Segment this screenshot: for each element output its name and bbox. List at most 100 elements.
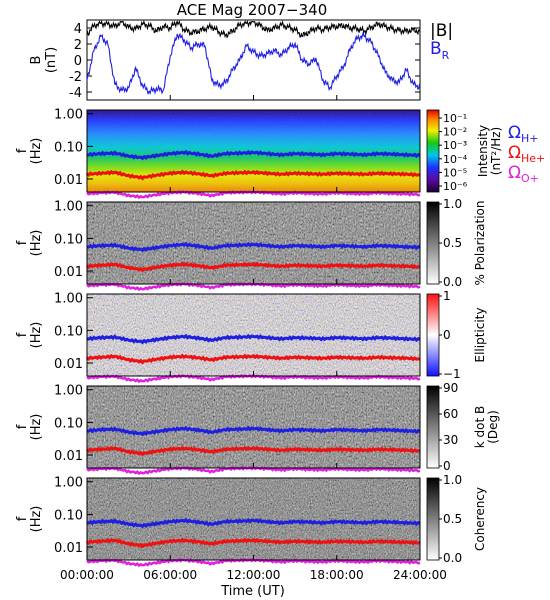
spectrogram-panels: 1.000.100.01f (Hz)10⁻¹10⁻²10⁻³10⁻⁴10⁻⁵10⁻… [15, 108, 503, 568]
colorbar-label: k dot B [473, 406, 487, 448]
spectrogram-texture [87, 110, 420, 192]
spectrogram-panel-5: 1.00 0.10 0.01 f (Hz) 1.0 0.5 0.0 Coherency [15, 473, 487, 568]
colorbar-tick-label: 60 [443, 407, 458, 421]
spectrogram-ytick-label: 1.00 [54, 292, 83, 307]
gyrofrequency-line-h [86, 333, 421, 345]
legend-omega-o: ΩO+ [508, 163, 539, 185]
colorbar-tick-label: 0.5 [443, 236, 462, 250]
colorbar-tick-label: 0 [443, 328, 451, 342]
gyrofrequency-line-h [86, 425, 421, 437]
spectrogram-ytick-label: 0.01 [54, 449, 83, 464]
colorbar-tick-label: 1 [443, 289, 451, 303]
line-ytick-label: 4 [74, 22, 82, 37]
colorbar-tick-label: 10⁻¹ [443, 112, 467, 125]
x-axis-tick-labels: 00:00:00 06:00:00 12:00:00 18:00:00 24:00:00 [60, 95, 447, 582]
gyrofrequency-line-he [86, 537, 421, 549]
spectrogram-ytick-label: 0.10 [54, 232, 83, 247]
spectrogram-ylabel: f [15, 424, 30, 429]
colorbar-tick-label: 0.0 [443, 551, 462, 565]
spectrogram-ylabel: f [15, 332, 30, 337]
line-ytick-label: 0 [74, 54, 82, 69]
legend-omega-he: ΩHe+ [508, 143, 545, 165]
spectrogram-ytick-label: 0.10 [54, 416, 83, 431]
spectrogram-ytick-label: 0.10 [54, 324, 83, 339]
line-panel-series [86, 19, 421, 96]
colorbar [426, 385, 440, 469]
colorbar-tick-label: 10⁻⁴ [443, 153, 468, 166]
colorbar-tick-label: 10⁻³ [443, 139, 467, 152]
line-panel-ylabel: B [29, 56, 44, 65]
legend-b-r: BR [430, 39, 450, 62]
colorbar-tick-label: 90 [443, 381, 458, 395]
x-tick-label: 12:00:00 [227, 568, 281, 582]
spectrogram-ylabel: f [15, 240, 30, 245]
spectrogram-ytick-label: 0.10 [54, 140, 83, 155]
line-panel-yunit: (nT) [44, 47, 59, 73]
line-ytick-label: -2 [69, 70, 82, 85]
spectrogram-yunit: (Hz) [29, 322, 44, 349]
line-ytick-label: 2 [74, 38, 82, 53]
figure-title: ACE Mag 2007−340 [177, 1, 328, 19]
colorbar [426, 109, 440, 193]
spectrogram-texture [87, 478, 420, 560]
colorbar-tick-label: 0.0 [443, 275, 462, 289]
gyrofrequency-legend: ΩH+ ΩHe+ ΩO+ [508, 123, 545, 185]
spectrogram-ytick-label: 1.00 [54, 200, 83, 215]
spectrogram-ytick-label: 1.00 [54, 476, 83, 491]
colorbar [426, 293, 440, 377]
spectrogram-texture [87, 202, 420, 284]
spectrogram-wash [87, 294, 420, 376]
x-axis-label: Time (UT) [220, 584, 285, 599]
gyrofrequency-line-h [86, 149, 421, 161]
spectrogram-ytick-label: 0.01 [54, 173, 83, 188]
spectrogram-yunit: (Hz) [29, 138, 44, 165]
x-tick-label: 24:00:00 [393, 568, 447, 582]
spectrogram-ytick-label: 1.00 [54, 108, 83, 123]
colorbar-tick-label: 30 [443, 433, 458, 447]
legend-b-magnitude: |B| [430, 21, 453, 41]
colorbar-label: Coherency [473, 487, 487, 551]
colorbar-label: Ellipticity [473, 308, 487, 363]
spectrogram-ytick-label: 0.10 [54, 508, 83, 523]
x-tick-label: 18:00:00 [310, 568, 364, 582]
spectrogram-panel-3: 1.00 0.10 0.01 f (Hz) 1 0 −1 Ellipticity [15, 289, 487, 384]
line-panel-frame [86, 19, 421, 101]
colorbar-unit: (nT²/Hz) [489, 127, 503, 175]
gyrofrequency-line-he [86, 353, 421, 365]
colorbar-tick-label: −1 [443, 367, 461, 381]
colorbar-tick-label: 1.0 [443, 197, 462, 211]
colorbar [426, 201, 440, 285]
spectrogram-ytick-label: 0.01 [54, 541, 83, 556]
series-line-b-r [86, 30, 421, 96]
colorbar-label: % Polarization [473, 201, 487, 286]
gyrofrequency-line-h [86, 241, 421, 253]
colorbar-tick-label: 10⁻⁵ [443, 166, 467, 179]
colorbar-tick-label: 10⁻⁶ [443, 180, 468, 193]
spectrogram-texture [87, 386, 420, 468]
colorbar [426, 477, 440, 561]
spectrogram-ytick-label: 1.00 [54, 384, 83, 399]
colorbar-unit: (Deg) [486, 410, 500, 444]
gyrofrequency-line-he [86, 169, 421, 181]
spectrogram-yunit: (Hz) [29, 230, 44, 257]
line-ytick-label: -4 [69, 86, 82, 101]
gyrofrequency-line-h [86, 517, 421, 529]
spectrogram-ytick-label: 0.01 [54, 265, 83, 280]
spectrogram-panel-1: 1.00 0.10 0.01 f (Hz) 10⁻¹10⁻²10⁻³10⁻⁴10⁻⁵10⁻… [15, 108, 503, 200]
colorbar-label: Intensity [476, 125, 490, 177]
legend-omega-h: ΩH+ [508, 123, 539, 145]
series-line-b-magnitude [86, 19, 421, 39]
gyrofrequency-line-he [86, 261, 421, 273]
gyrofrequency-line-he [86, 445, 421, 457]
spectrogram-ylabel: f [15, 516, 30, 521]
spectrogram-yunit: (Hz) [29, 414, 44, 441]
colorbar-tick-label: 0 [443, 459, 451, 473]
spectrogram-panel-2: 1.00 0.10 0.01 f (Hz) 1.0 0.5 0.0 % Polarization [15, 197, 487, 292]
spectrogram-ylabel: f [15, 148, 30, 153]
x-tick-label: 00:00:00 [60, 568, 114, 582]
spectrogram-panel-4: 1.00 0.10 0.01 f (Hz) 90 60 30 0 k dot B (Deg) [15, 381, 500, 476]
x-tick-label: 06:00:00 [143, 568, 197, 582]
